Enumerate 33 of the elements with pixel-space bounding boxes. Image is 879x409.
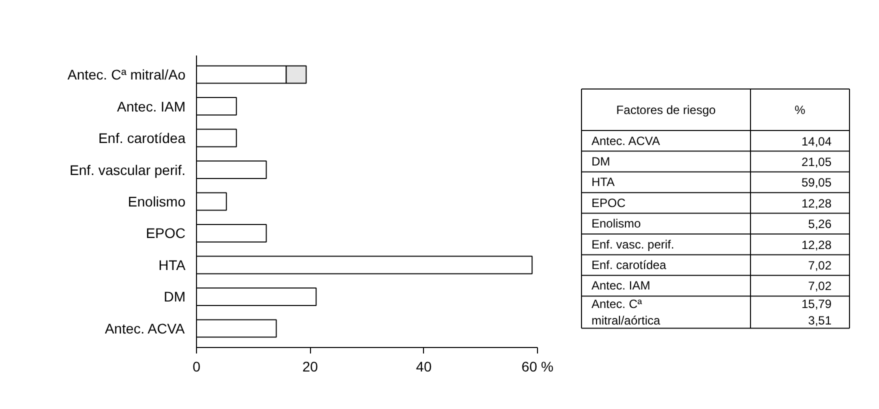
y-tick-label: HTA xyxy=(158,256,186,273)
text: 12,28 xyxy=(801,238,832,252)
text: 7,02 xyxy=(808,258,832,273)
y-tick-label: EPOC xyxy=(146,225,186,242)
x-tick-label: 60 % xyxy=(522,358,554,374)
text: HTA xyxy=(592,175,615,190)
text: Antec. Cª mitral/aórtica xyxy=(592,296,661,328)
text: Antec. ACVA xyxy=(592,134,660,148)
text: EPOC xyxy=(592,196,626,210)
y-tick-label: DM xyxy=(164,288,186,305)
y-tick-label: Antec. ACVA xyxy=(104,320,186,336)
text: 14,04 xyxy=(801,134,832,148)
text: Factores de riesgo xyxy=(616,102,716,117)
text: 7,02 xyxy=(808,279,832,294)
text: 5,26 xyxy=(808,217,832,232)
text: % xyxy=(794,102,806,117)
text: 59,05 xyxy=(801,176,832,190)
x-tick-label: 0 xyxy=(192,358,201,374)
y-tick-label: Antec. IAM xyxy=(117,98,186,114)
text: Enolismo xyxy=(592,216,642,231)
text: Enf. carotídea xyxy=(592,258,667,272)
y-tick-label: Enf. carotídea xyxy=(98,130,186,146)
y-tick-label: Enolismo xyxy=(128,194,186,210)
text: 12,28 xyxy=(801,196,832,210)
text: 21,05 xyxy=(801,155,832,170)
text: Antec. IAM xyxy=(592,278,650,293)
y-tick-label: Antec. Cª mitral/Ao xyxy=(68,66,186,83)
x-tick-label: 20 xyxy=(302,358,318,374)
text: 15,79 3,51 xyxy=(801,296,832,328)
text: DM xyxy=(592,154,610,169)
x-tick-label: 40 xyxy=(416,358,432,374)
y-tick-label: Enf. vascular perif. xyxy=(70,162,186,178)
text: Enf. vasc. perif. xyxy=(592,237,674,252)
